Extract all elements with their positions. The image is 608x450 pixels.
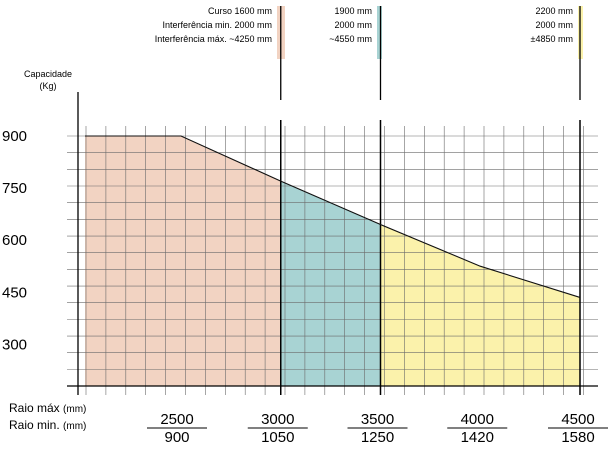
y-axis-title-1: Capacidade bbox=[24, 69, 72, 79]
y-tick-900: 900 bbox=[2, 128, 27, 145]
legend-3-line-2: 2000 mm bbox=[535, 20, 573, 30]
area-fill-1 bbox=[85, 136, 281, 386]
legend-2-line-2: 2000 mm bbox=[334, 20, 372, 30]
x-axis-title-max: Raio máx (mm) bbox=[9, 401, 86, 415]
y-tick-600: 600 bbox=[2, 232, 27, 249]
area-fill-2 bbox=[280, 181, 381, 386]
grid bbox=[67, 126, 598, 395]
legend-2-line-3: ~4550 mm bbox=[329, 34, 372, 44]
capacity-curve bbox=[85, 135, 581, 298]
legend-swatch-2 bbox=[377, 6, 382, 59]
x-tick-max-4500: 4500 bbox=[561, 411, 594, 428]
x-tick-min-1250: 1250 bbox=[361, 429, 394, 445]
legend-3-line-1: 2200 mm bbox=[535, 6, 573, 16]
x-tick-min-900: 900 bbox=[164, 429, 189, 445]
x-tick-min-1050: 1050 bbox=[261, 429, 294, 445]
x-tick-max-4000: 4000 bbox=[461, 411, 494, 428]
area-fill-3 bbox=[380, 224, 580, 386]
legend-1-line-1: Curso 1600 mm bbox=[208, 6, 272, 16]
legend-1-line-3: Interferência máx. ~4250 mm bbox=[155, 34, 272, 44]
y-tick-450: 450 bbox=[2, 284, 27, 301]
x-tick-max-2500: 2500 bbox=[160, 411, 193, 428]
labels: Curso 1600 mm Interferência min. 2000 mm I… bbox=[2, 6, 595, 446]
x-tick-max-3500: 3500 bbox=[361, 411, 394, 428]
y-tick-750: 750 bbox=[2, 180, 27, 197]
x-tick-max-3000: 3000 bbox=[261, 411, 294, 428]
x-axis-title-min: Raio min. (mm) bbox=[9, 418, 86, 432]
legend-3-line-3: ±4850 mm bbox=[531, 34, 573, 44]
y-axis-title-2: (Kg) bbox=[39, 81, 56, 91]
x-tick-min-1420: 1420 bbox=[461, 429, 494, 445]
y-tick-300: 300 bbox=[2, 336, 27, 353]
area-fills bbox=[85, 6, 583, 386]
legend-1-line-2: Interferência min. 2000 mm bbox=[162, 20, 272, 30]
axes bbox=[67, 6, 608, 429]
x-tick-min-1580: 1580 bbox=[561, 429, 594, 445]
legend-2-line-1: 1900 mm bbox=[334, 6, 372, 16]
